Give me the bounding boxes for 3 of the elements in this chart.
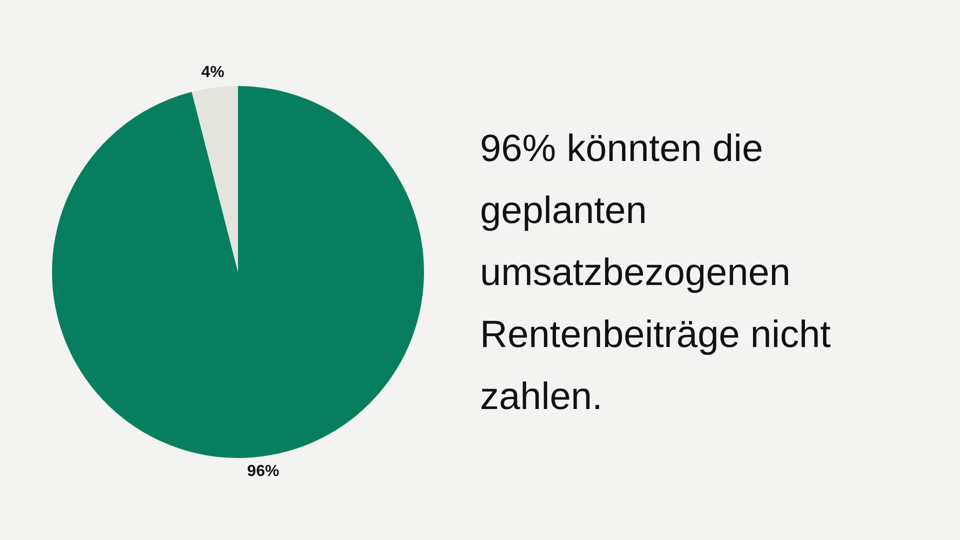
text: 96% könnten die geplanten umsatzbezogenen Rentenbeiträge nicht zahlen. [480,127,832,420]
data-label: 96% [247,462,280,480]
data-label: 4% [201,64,224,81]
